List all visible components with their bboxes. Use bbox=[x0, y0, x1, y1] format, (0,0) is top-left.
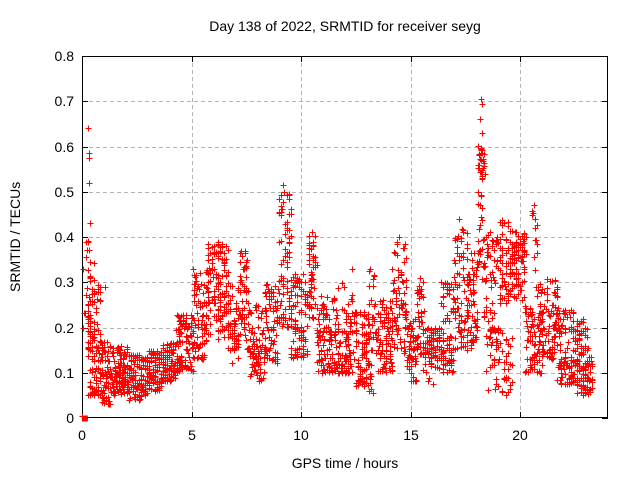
y-tick-label: 0.8 bbox=[54, 48, 74, 64]
x-tick-label: 10 bbox=[293, 427, 309, 443]
y-tick-label: 0.5 bbox=[54, 184, 74, 200]
y-tick-label: 0.4 bbox=[54, 229, 74, 245]
y-tick-label: 0.1 bbox=[54, 365, 74, 381]
x-axis-label: GPS time / hours bbox=[291, 455, 399, 471]
origin-marker bbox=[81, 415, 88, 422]
y-axis-label: SRMTID / TECUs bbox=[7, 181, 23, 293]
y-tick-label: 0.2 bbox=[54, 320, 74, 336]
scatter-points bbox=[79, 96, 596, 420]
x-tick-label: 5 bbox=[188, 427, 196, 443]
x-tick-label: 15 bbox=[403, 427, 419, 443]
y-tick-label: 0.3 bbox=[54, 274, 74, 290]
y-tick-label: 0.7 bbox=[54, 93, 74, 109]
x-tick-label: 20 bbox=[512, 427, 528, 443]
axes-frame bbox=[82, 56, 608, 419]
y-tick-label: 0.6 bbox=[54, 139, 74, 155]
chart-title: Day 138 of 2022, SRMTID for receiver sey… bbox=[209, 18, 481, 34]
x-tick-label: 0 bbox=[78, 427, 86, 443]
y-tick-label: 0 bbox=[66, 410, 74, 426]
